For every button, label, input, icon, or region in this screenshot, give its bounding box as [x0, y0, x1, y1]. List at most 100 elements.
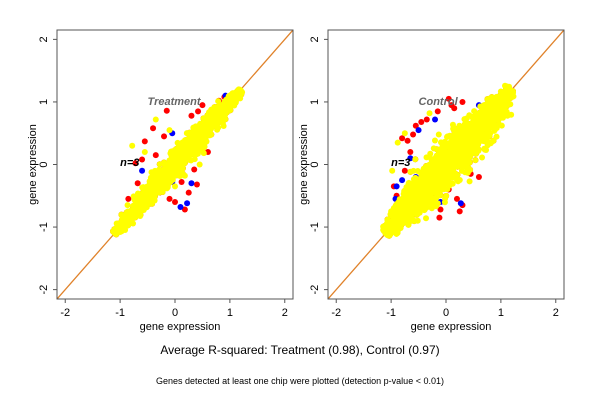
data-point [188, 180, 195, 187]
data-point [414, 217, 421, 224]
data-point [126, 212, 133, 219]
data-point [412, 156, 419, 163]
data-point [166, 127, 173, 134]
data-point [477, 103, 484, 110]
data-point [161, 133, 168, 140]
data-point [193, 181, 200, 188]
data-point [399, 177, 406, 184]
data-point [451, 163, 458, 170]
data-point [454, 176, 461, 183]
data-point [161, 159, 168, 166]
x-axis-title: gene expression [140, 321, 221, 333]
data-point [195, 108, 202, 115]
data-point [442, 172, 449, 179]
data-point [133, 203, 140, 210]
data-point [494, 116, 501, 123]
data-point [430, 196, 437, 203]
replicate-count-label: n=3 [391, 157, 410, 169]
data-point [504, 84, 511, 91]
data-point [435, 163, 442, 170]
data-point [443, 134, 450, 141]
data-point [504, 112, 511, 119]
data-point [489, 138, 496, 145]
data-point [417, 182, 424, 189]
data-point [185, 189, 192, 196]
data-point [438, 154, 445, 161]
data-point [139, 167, 146, 174]
data-point [130, 193, 137, 200]
data-point [486, 107, 493, 114]
x-axis-title: gene expression [411, 321, 492, 333]
data-point [220, 122, 227, 129]
data-point [168, 152, 175, 159]
x-tick-label: 2 [553, 307, 559, 319]
data-point [442, 180, 449, 187]
data-point [181, 172, 188, 179]
data-point [434, 175, 441, 182]
data-point [470, 138, 477, 145]
x-tick-label: -1 [115, 307, 125, 319]
data-point [432, 190, 439, 197]
data-point [392, 228, 399, 235]
series-outliers-yellow [388, 110, 491, 215]
data-point [459, 98, 466, 105]
data-point [168, 175, 175, 182]
data-point [388, 208, 395, 215]
data-point [215, 98, 222, 105]
data-point [220, 102, 227, 109]
data-point [164, 180, 171, 187]
data-point [499, 101, 506, 108]
data-point [483, 131, 490, 138]
data-point [193, 146, 200, 153]
r-squared-caption: Average R-squared: Treatment (0.98), Con… [160, 343, 440, 357]
y-tick-label: 2 [309, 36, 321, 42]
data-point [505, 94, 512, 101]
data-point [389, 167, 396, 174]
data-point [404, 137, 411, 144]
data-point [196, 161, 203, 168]
data-point [415, 127, 422, 134]
series-outliers-yellow [129, 116, 188, 190]
data-point [150, 195, 157, 202]
data-point [431, 137, 438, 144]
data-point [482, 120, 489, 127]
data-point [423, 154, 430, 161]
data-point [394, 139, 401, 146]
data-point [494, 100, 501, 107]
data-point [451, 125, 458, 132]
data-point [479, 154, 486, 161]
data-point [177, 204, 184, 211]
data-point [385, 229, 392, 236]
data-point [458, 153, 465, 160]
data-point [132, 160, 139, 167]
data-point [212, 111, 219, 118]
data-point [144, 195, 151, 202]
data-point [443, 141, 450, 148]
data-point [467, 126, 474, 133]
control-panel: -2 -1 0 1 2 -2 -1 0 1 2 gene expression gene expres… [298, 29, 565, 333]
data-point [445, 95, 452, 102]
data-point [118, 220, 125, 227]
data-point [162, 172, 169, 179]
data-point [429, 179, 436, 186]
data-point [187, 152, 194, 159]
data-point [173, 152, 180, 159]
data-point [465, 164, 472, 171]
data-point [172, 199, 178, 206]
data-point [152, 152, 159, 159]
data-point [217, 117, 224, 124]
data-point [163, 107, 170, 114]
data-point [385, 224, 392, 231]
x-tick-label: -2 [331, 307, 341, 319]
data-point [478, 119, 485, 126]
data-point [444, 159, 451, 166]
data-point [427, 150, 434, 157]
data-point [134, 180, 141, 187]
data-point [190, 133, 197, 140]
data-point [208, 131, 215, 138]
data-point [466, 178, 473, 185]
data-point [401, 215, 408, 222]
data-point [451, 136, 458, 143]
y-tick-label: -1 [309, 222, 321, 232]
